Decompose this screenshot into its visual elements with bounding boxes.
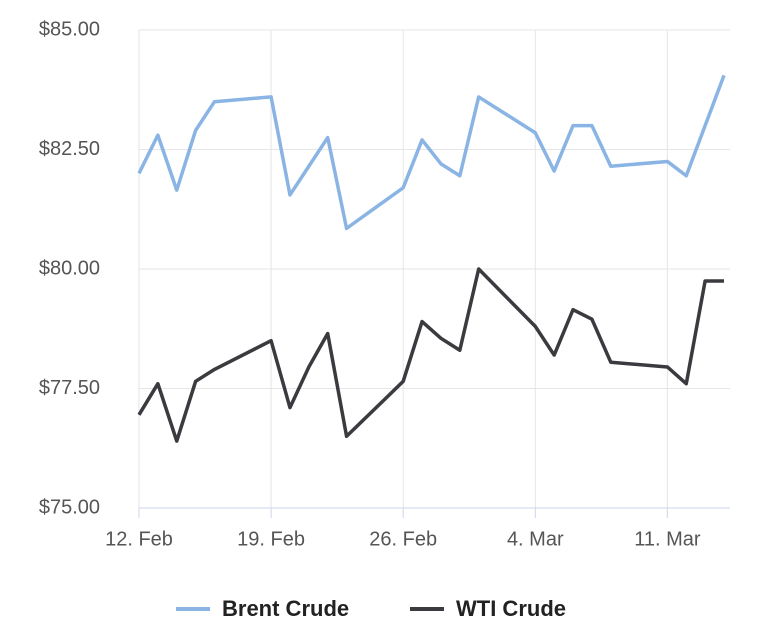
x-tick-label: 19. Feb [237,528,305,550]
series-line [137,267,724,443]
x-tick-label: 12. Feb [105,528,173,550]
legend-label: WTI Crude [456,596,566,621]
x-tick-label: 11. Mar [634,528,701,550]
y-tick-label: $77.50 [39,377,100,399]
x-tick-label: 4. Mar [507,528,564,550]
legend-label: Brent Crude [222,596,349,621]
x-tick-label: 26. Feb [369,528,437,550]
series-line [137,74,726,231]
y-tick-label: $85.00 [39,18,100,40]
y-tick-label: $80.00 [39,257,100,279]
y-tick-label: $75.00 [39,496,100,518]
y-tick-label: $82.50 [39,138,100,160]
